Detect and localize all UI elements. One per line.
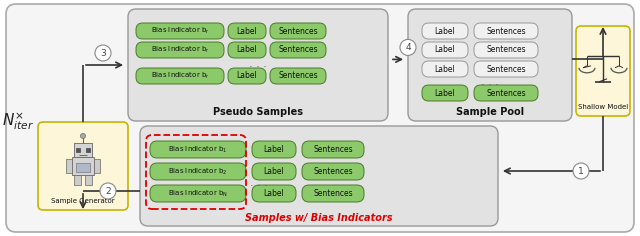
FancyBboxPatch shape (136, 42, 224, 58)
Text: Sentences: Sentences (486, 26, 526, 35)
Text: $\rm Bias\ Indicator\ b_N$: $\rm Bias\ Indicator\ b_N$ (168, 188, 228, 199)
FancyBboxPatch shape (422, 42, 468, 58)
FancyBboxPatch shape (576, 26, 630, 116)
Text: Samples w/ Bias Indicators: Samples w/ Bias Indicators (245, 213, 393, 223)
FancyBboxPatch shape (302, 185, 364, 202)
Circle shape (100, 183, 116, 199)
Text: $\rm Bias\ Indicator\ b_2$: $\rm Bias\ Indicator\ b_2$ (168, 166, 228, 177)
Text: Sentences: Sentences (486, 46, 526, 55)
FancyBboxPatch shape (422, 61, 468, 77)
Text: Label: Label (264, 189, 284, 198)
Text: · · ·: · · · (481, 80, 499, 90)
FancyBboxPatch shape (474, 42, 538, 58)
FancyBboxPatch shape (252, 141, 296, 158)
FancyBboxPatch shape (252, 185, 296, 202)
FancyBboxPatch shape (150, 141, 246, 158)
Text: 2: 2 (105, 186, 111, 195)
Bar (74, 175, 81, 185)
FancyBboxPatch shape (302, 163, 364, 180)
Text: Sentences: Sentences (486, 88, 526, 97)
FancyBboxPatch shape (270, 68, 326, 84)
Circle shape (95, 45, 111, 61)
FancyBboxPatch shape (270, 42, 326, 58)
Text: Sentences: Sentences (313, 145, 353, 154)
FancyBboxPatch shape (474, 85, 538, 101)
Circle shape (573, 163, 589, 179)
FancyBboxPatch shape (128, 9, 388, 121)
Bar (76, 148, 80, 152)
FancyBboxPatch shape (408, 9, 572, 121)
FancyBboxPatch shape (150, 163, 246, 180)
FancyBboxPatch shape (302, 141, 364, 158)
Text: $\rm Bias\ Indicator\ b_r$: $\rm Bias\ Indicator\ b_r$ (150, 45, 209, 55)
Text: Label: Label (435, 64, 456, 73)
Text: Label: Label (435, 46, 456, 55)
Bar (94, 159, 100, 173)
Text: $N_{iter}^{\times}$: $N_{iter}^{\times}$ (2, 110, 34, 132)
Text: Sentences: Sentences (278, 26, 318, 35)
Text: Label: Label (435, 26, 456, 35)
Circle shape (81, 134, 86, 139)
Text: Pseudo Samples: Pseudo Samples (213, 107, 303, 117)
Text: $\rm Bias\ Indicator\ b_1$: $\rm Bias\ Indicator\ b_1$ (168, 144, 228, 155)
Text: 3: 3 (100, 49, 106, 58)
Text: Shallow Model: Shallow Model (578, 104, 628, 110)
FancyBboxPatch shape (140, 126, 498, 226)
Bar (76, 163, 90, 172)
FancyBboxPatch shape (474, 23, 538, 39)
Text: Sentences: Sentences (313, 189, 353, 198)
FancyBboxPatch shape (270, 23, 326, 39)
FancyBboxPatch shape (6, 4, 634, 232)
Bar (85, 175, 92, 185)
Text: Sentences: Sentences (278, 72, 318, 80)
FancyBboxPatch shape (422, 85, 468, 101)
Text: $\rm Bias\ Indicator\ b_r$: $\rm Bias\ Indicator\ b_r$ (150, 26, 209, 36)
Text: Label: Label (264, 167, 284, 176)
FancyBboxPatch shape (252, 163, 296, 180)
Text: 4: 4 (405, 43, 411, 52)
Text: Sample Pool: Sample Pool (456, 107, 524, 117)
Bar (72, 157, 94, 175)
FancyBboxPatch shape (422, 23, 468, 39)
Text: Sentences: Sentences (278, 46, 318, 55)
Text: Label: Label (264, 145, 284, 154)
Text: $\rm Bias\ Indicator\ b_r$: $\rm Bias\ Indicator\ b_r$ (150, 71, 209, 81)
Text: 1: 1 (578, 167, 584, 176)
FancyBboxPatch shape (228, 42, 266, 58)
Text: Sentences: Sentences (313, 167, 353, 176)
Text: Sentences: Sentences (486, 64, 526, 73)
Text: · · ·: · · · (250, 181, 268, 191)
Bar (74, 143, 92, 157)
Bar (66, 159, 72, 173)
Circle shape (400, 39, 416, 55)
Text: Label: Label (237, 46, 257, 55)
FancyBboxPatch shape (150, 185, 246, 202)
FancyBboxPatch shape (136, 23, 224, 39)
Text: Label: Label (237, 72, 257, 80)
Bar (86, 148, 90, 152)
FancyBboxPatch shape (228, 23, 266, 39)
Text: Label: Label (435, 88, 456, 97)
Text: Sample Generator: Sample Generator (51, 198, 115, 204)
FancyBboxPatch shape (38, 122, 128, 210)
FancyBboxPatch shape (474, 61, 538, 77)
FancyBboxPatch shape (136, 68, 224, 84)
Text: Label: Label (237, 26, 257, 35)
Text: · · ·: · · · (249, 62, 267, 72)
FancyBboxPatch shape (228, 68, 266, 84)
